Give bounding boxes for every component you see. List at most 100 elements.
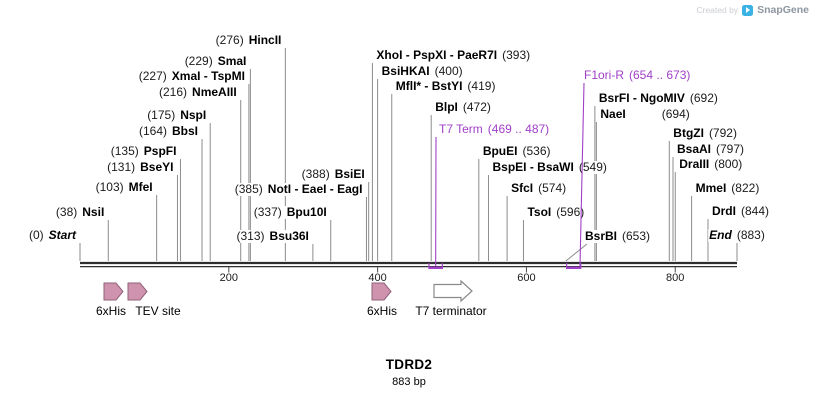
site-name: NspI	[180, 108, 207, 122]
site-label-start[interactable]: (0) Start	[27, 228, 77, 242]
site-name: BsrBI	[585, 229, 618, 243]
site-label-naei[interactable]: NaeI (694)	[599, 107, 691, 121]
site-name: BsiEI	[334, 167, 365, 181]
site-label-noti-eaei-eagi[interactable]: (385) NotI - EaeI - EagI	[233, 182, 364, 196]
site-name: DrdI	[711, 204, 736, 218]
site-label-bsiei[interactable]: (388) BsiEI	[300, 167, 366, 181]
site-label-nsii[interactable]: (38) NsiI	[54, 205, 106, 219]
site-position: (216)	[159, 85, 188, 99]
site-label-bpuei[interactable]: BpuEI (536)	[481, 144, 552, 158]
site-label-bspei-bsawi[interactable]: BspEI - BsaWI (549)	[491, 160, 608, 174]
site-name: BsiHKAI	[381, 64, 430, 78]
site-position: (227)	[138, 69, 167, 83]
site-position: (229)	[184, 54, 213, 68]
site-label-pspfi[interactable]: (135) PspFI	[109, 144, 178, 158]
feature-label-6xhis: 6xHis	[366, 304, 398, 318]
site-position: (574)	[538, 181, 567, 195]
site-position: (844)	[740, 204, 769, 218]
site-name: BsrFI - NgoMIV	[598, 91, 685, 105]
site-position: (792)	[708, 126, 737, 140]
site-position: (337)	[253, 205, 282, 219]
site-label-sfci[interactable]: SfcI (574)	[510, 181, 568, 195]
site-position: (175)	[147, 108, 176, 122]
site-label-bsihkai[interactable]: BsiHKAI (400)	[380, 64, 464, 78]
site-name: Start	[48, 228, 76, 242]
site-name: TsoI	[527, 205, 552, 219]
site-label-nspi[interactable]: (175) NspI	[146, 108, 208, 122]
site-name: SfcI	[511, 181, 534, 195]
site-label-xhoi-pspxi-paer7i[interactable]: XhoI - PspXI - PaeR7I (393)	[375, 49, 532, 62]
site-name: HincII	[248, 33, 282, 47]
site-label-nmeaiii[interactable]: (216) NmeAIII	[158, 86, 238, 99]
watermark: Created by SnapGene	[696, 4, 809, 16]
primer-name: T7 Term	[439, 122, 483, 136]
site-label-bsrfi-ngomiv[interactable]: BsrFI - NgoMIV (692)	[597, 91, 719, 105]
site-position: (472)	[462, 100, 491, 114]
snapgene-logo-icon	[742, 4, 754, 16]
site-position: (694)	[661, 107, 690, 121]
site-name: DraIII	[679, 157, 710, 171]
site-position: (385)	[234, 182, 263, 196]
watermark-created-by-text: Created by	[696, 5, 739, 15]
feature-label-t7-terminator: T7 terminator	[415, 304, 487, 318]
site-position: (549)	[578, 160, 607, 174]
site-label-mmei[interactable]: MmeI (822)	[694, 181, 761, 195]
site-label-btgzi[interactable]: BtgZI (792)	[672, 127, 738, 140]
site-name: XmaI - TspMI	[171, 69, 245, 83]
site-label-xmai-tspmi[interactable]: (227) XmaI - TspMI	[137, 69, 246, 83]
site-position: (38)	[55, 205, 78, 219]
site-name: BsaAI	[677, 142, 712, 156]
sequence-length: 883 bp	[392, 376, 426, 388]
site-label-blpi[interactable]: BlpI (472)	[434, 101, 492, 114]
site-name: BseYI	[140, 160, 174, 174]
site-label-bseyi[interactable]: (131) BseYI	[106, 160, 175, 174]
primer-label-f1ori-r[interactable]: F1ori-R (654 .. 673)	[583, 68, 692, 82]
site-label-bbsi[interactable]: (164) BbsI	[138, 124, 200, 138]
site-name: NmeAIII	[192, 85, 237, 99]
site-name: BlpI	[435, 100, 458, 114]
site-position: (883)	[736, 228, 765, 242]
site-position: (276)	[215, 33, 244, 47]
site-label-end[interactable]: End (883)	[708, 229, 766, 242]
site-label-mfei[interactable]: (103) MfeI	[94, 180, 154, 194]
feature-label-tev-site: TEV site	[135, 304, 181, 318]
feature-arrow-t7-terminator[interactable]	[433, 279, 473, 303]
site-label-bpu10i[interactable]: (337) Bpu10I	[252, 205, 328, 219]
site-name: BtgZI	[673, 126, 704, 140]
site-name: MmeI	[695, 181, 727, 195]
axis-tick-label: 600	[517, 272, 536, 284]
site-name: BspEI - BsaWI	[492, 160, 574, 174]
site-label-tsoi[interactable]: TsoI (596)	[526, 205, 586, 219]
site-label-bsrbi[interactable]: BsrBI (653)	[584, 229, 652, 243]
site-position: (131)	[107, 160, 136, 174]
site-label-mfli-bstyi[interactable]: MflI* - BstYI (419)	[394, 79, 497, 93]
site-position: (0)	[28, 228, 44, 242]
site-label-bsu36i[interactable]: (313) Bsu36I	[235, 229, 310, 243]
site-position: (536)	[522, 144, 551, 158]
site-name: MflI* - BstYI	[395, 79, 463, 93]
site-name: Bpu10I	[286, 205, 327, 219]
feature-arrow-6xhis[interactable]	[103, 282, 124, 301]
primer-label-t7-term[interactable]: T7 Term (469 .. 487)	[438, 122, 551, 136]
site-label-hincii[interactable]: (276) HincII	[214, 33, 283, 47]
feature-arrow-6xhis[interactable]	[371, 282, 392, 301]
site-position: (135)	[110, 144, 139, 158]
site-position: (692)	[689, 91, 718, 105]
primer-name: F1ori-R	[584, 68, 625, 82]
axis-tick-label: 800	[666, 272, 685, 284]
site-name: MfeI	[128, 180, 153, 194]
site-label-drdi[interactable]: DrdI (844)	[710, 204, 770, 218]
site-label-bsaai[interactable]: BsaAI (797)	[676, 142, 746, 156]
site-name: Bsu36I	[269, 229, 309, 243]
site-label-smai[interactable]: (229) SmaI	[183, 54, 248, 68]
site-name: NaeI	[600, 107, 626, 121]
site-position: (653)	[622, 229, 651, 243]
sequence-name: TDRD2	[385, 357, 433, 372]
feature-label-6xhis: 6xHis	[95, 304, 127, 318]
feature-arrow-tev-site[interactable]	[127, 282, 148, 301]
site-name: BbsI	[172, 124, 199, 138]
site-position: (388)	[301, 167, 330, 181]
site-label-draiii[interactable]: DraIII (800)	[678, 157, 744, 171]
